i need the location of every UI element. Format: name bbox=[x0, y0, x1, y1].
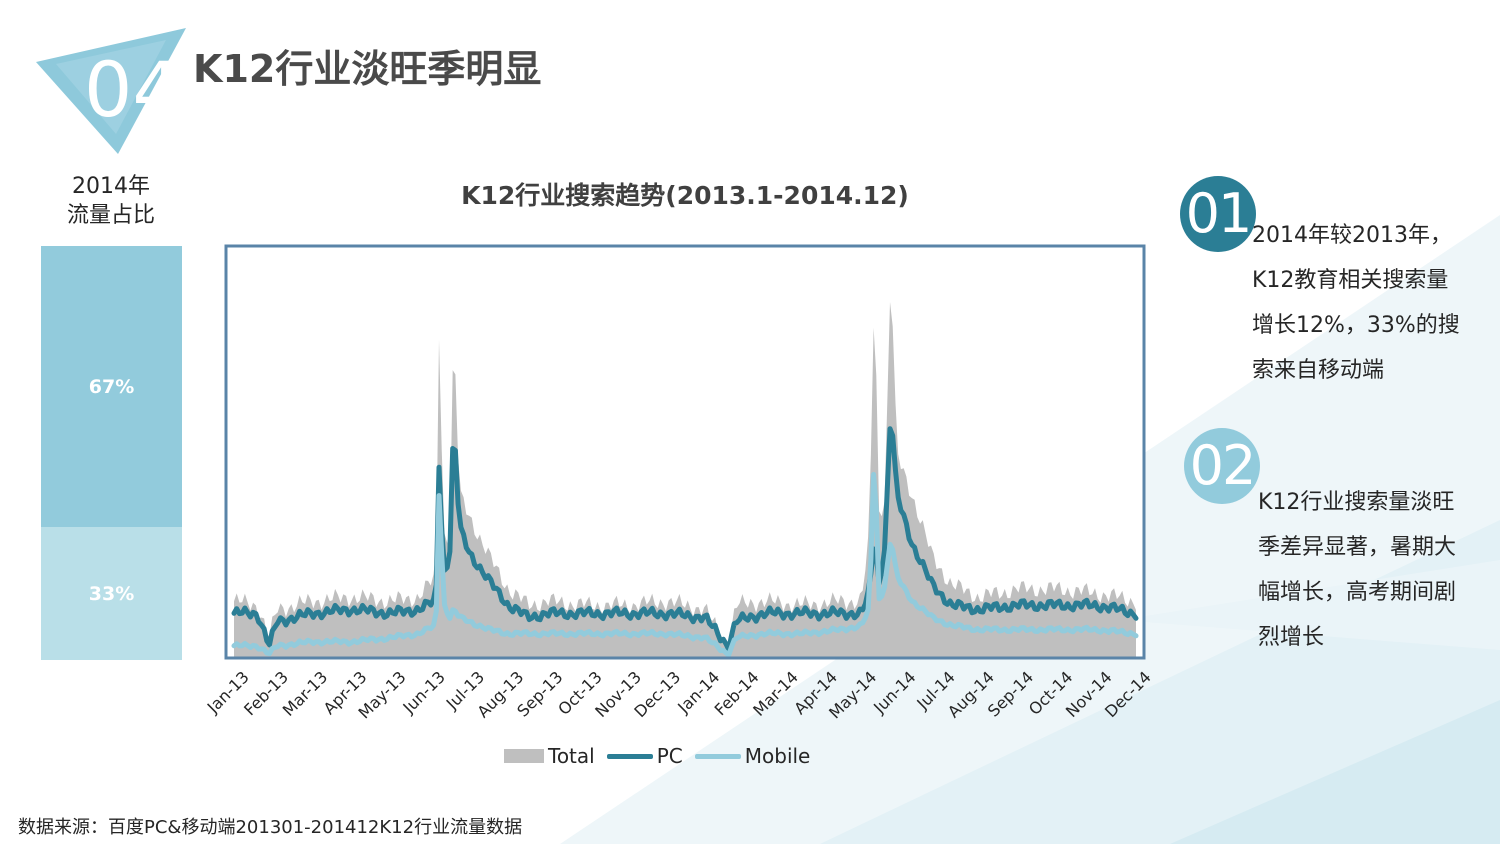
share-label-line2: 流量占比 bbox=[66, 203, 155, 228]
share-label: 2014年 流量占比 bbox=[40, 172, 182, 230]
section-number-badge: 04 bbox=[36, 28, 186, 154]
point-number-1: 01 bbox=[1180, 176, 1256, 252]
series-line-mobile bbox=[231, 472, 1139, 658]
badge-number: 04 bbox=[84, 45, 181, 134]
legend-swatch-pc bbox=[606, 753, 653, 759]
chart-title: K12行业搜索趋势(2013.1-2014.12) bbox=[461, 181, 909, 210]
share-pc-bar: 67% bbox=[41, 246, 182, 527]
series-line-pc bbox=[231, 426, 1139, 652]
share-pc-percent: 67% bbox=[88, 375, 135, 398]
data-source: 数据来源：百度PC&移动端201301-201412K12行业流量数据 bbox=[18, 817, 523, 838]
chart-legend: Total PC Mobile bbox=[504, 744, 822, 768]
point-text-2: K12行业搜索量淡旺季差异显著，暑期大幅增长，高考期间剧烈增长 bbox=[1258, 490, 1457, 650]
share-mobile-percent: 33% bbox=[88, 582, 135, 605]
share-label-line1: 2014年 bbox=[72, 174, 150, 199]
x-tick-label: Mar-14 bbox=[749, 667, 802, 720]
point-text-1: 2014年较2013年，K12教育相关搜索量增长12%，33%的搜索来自移动端 bbox=[1252, 223, 1460, 383]
legend-swatch-mobile bbox=[694, 753, 741, 759]
page-title: K12行业淡旺季明显 bbox=[193, 47, 542, 91]
legend-item-pc: PC bbox=[606, 744, 683, 768]
legend-item-total: Total bbox=[504, 744, 595, 768]
x-tick-label: Jun-13 bbox=[399, 667, 449, 717]
legend-label-mobile: Mobile bbox=[744, 744, 811, 768]
legend-label-total: Total bbox=[548, 744, 595, 768]
x-tick-label: Mar-13 bbox=[279, 667, 332, 720]
series-area-total bbox=[234, 302, 1136, 658]
plot-frame bbox=[224, 244, 1146, 660]
share-mobile-bar: 33% bbox=[41, 527, 182, 660]
x-tick-label: Jun-14 bbox=[869, 667, 919, 717]
legend-item-mobile: Mobile bbox=[694, 744, 811, 768]
plot-area bbox=[226, 246, 1144, 658]
point-number-2: 02 bbox=[1184, 428, 1260, 504]
legend-label-pc: PC bbox=[656, 744, 683, 768]
legend-swatch-total bbox=[504, 749, 544, 763]
